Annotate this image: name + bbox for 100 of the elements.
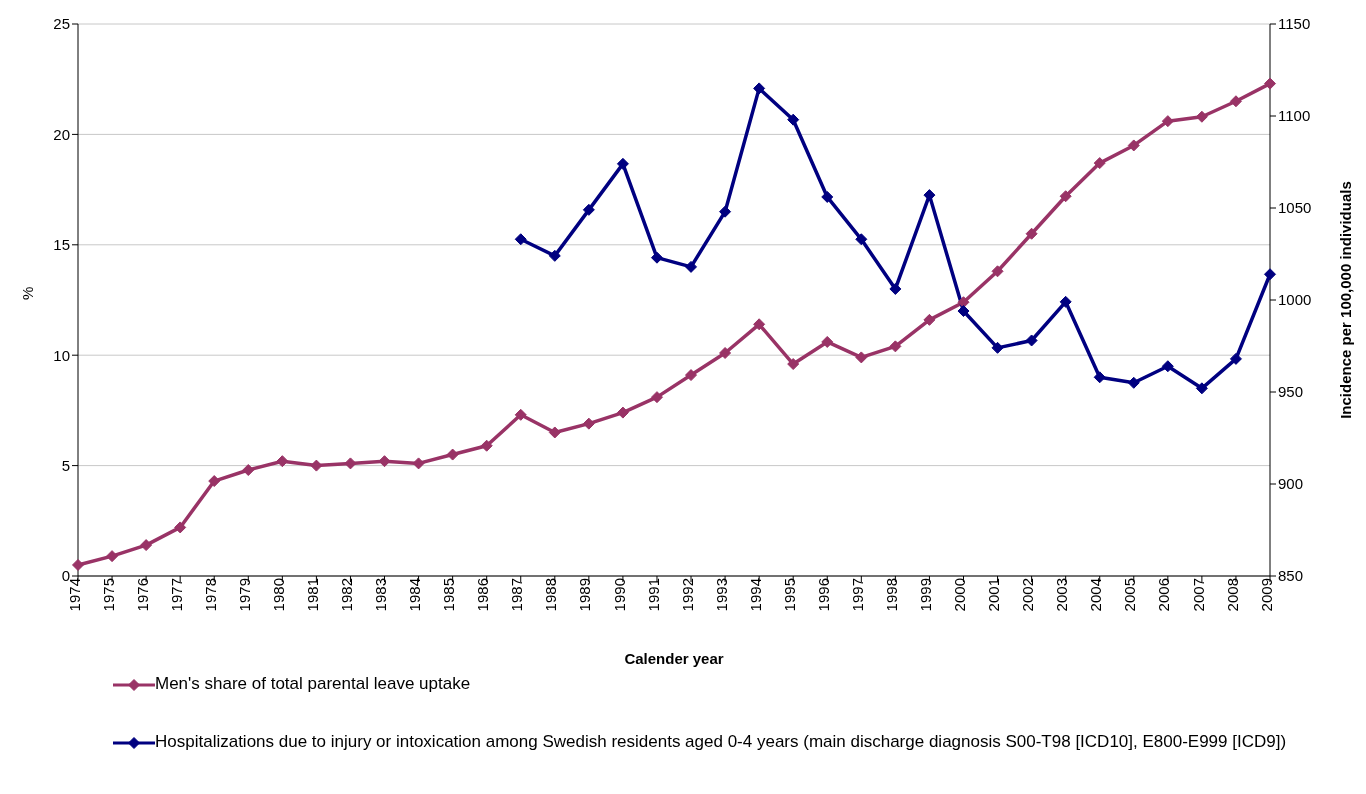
point	[685, 260, 698, 273]
x-tick-label: 1985	[440, 578, 458, 612]
legend-label: Men's share of total parental leave uptake	[155, 674, 471, 694]
y2-tick-label: 900	[1278, 475, 1304, 493]
y-tick-label: 20	[53, 125, 70, 143]
point	[821, 190, 834, 203]
point	[140, 539, 153, 552]
point	[753, 318, 766, 331]
point	[1264, 77, 1276, 90]
point	[174, 521, 187, 534]
point	[106, 550, 119, 563]
x-tick-label: 1986	[474, 578, 492, 612]
point	[1127, 376, 1140, 389]
point	[855, 351, 868, 364]
point	[446, 448, 459, 461]
point	[821, 335, 834, 348]
point	[889, 340, 902, 353]
point	[1127, 139, 1140, 152]
point	[1161, 115, 1174, 128]
x-tick-label: 1996	[814, 578, 832, 612]
point	[1059, 295, 1072, 308]
point	[1093, 157, 1106, 170]
x-tick-label: 1992	[678, 578, 696, 612]
x-tick-label: 1994	[746, 578, 764, 612]
x-tick-label: 1993	[712, 578, 730, 612]
point	[650, 391, 663, 404]
point	[1161, 360, 1174, 373]
x-tick-label: 2001	[985, 578, 1003, 612]
point	[548, 249, 561, 262]
point	[650, 251, 663, 264]
point	[855, 233, 868, 246]
x-tick-label: 2002	[1019, 578, 1037, 612]
point	[1059, 190, 1072, 203]
x-tick-label: 1984	[406, 578, 424, 612]
point	[514, 233, 527, 246]
y2-tick-label: 1000	[1278, 291, 1312, 309]
x-tick-label: 1982	[338, 578, 356, 612]
y2-tick-label: 950	[1278, 383, 1304, 401]
point	[582, 417, 595, 430]
point	[787, 358, 800, 371]
y-tick-label: 10	[53, 346, 70, 364]
point	[787, 113, 800, 126]
point	[616, 406, 629, 419]
x-tick-label: 2000	[951, 578, 969, 612]
x-tick-label: 2005	[1121, 578, 1139, 612]
point	[616, 157, 629, 170]
x-axis-title: Calender year	[624, 650, 724, 667]
point	[719, 205, 732, 218]
y-axis-title: %	[19, 286, 37, 300]
point	[685, 369, 698, 382]
x-tick-label: 2009	[1257, 578, 1275, 612]
x-tick-label: 1995	[780, 578, 798, 612]
point	[1229, 352, 1242, 365]
point	[957, 305, 970, 318]
point	[582, 203, 595, 216]
x-tick-label: 2007	[1189, 578, 1207, 612]
point	[548, 426, 561, 439]
y-tick-label: 15	[53, 236, 70, 254]
point	[1195, 382, 1208, 395]
y2-tick-label: 1100	[1278, 107, 1311, 125]
x-tick-label: 1989	[576, 578, 594, 612]
point	[1025, 334, 1038, 347]
point	[1025, 227, 1038, 240]
y-tick-label: 5	[61, 456, 70, 474]
y-tick-label: 25	[53, 15, 70, 33]
x-tick-label: 1991	[644, 578, 662, 612]
y2-tick-label: 1150	[1278, 15, 1311, 33]
point	[276, 455, 289, 468]
x-tick-label: 2008	[1223, 578, 1241, 612]
x-tick-label: 2004	[1087, 578, 1105, 612]
x-tick-label: 1998	[883, 578, 901, 612]
point	[514, 408, 527, 421]
point	[412, 457, 425, 470]
x-tick-label: 1977	[167, 578, 185, 612]
point	[1093, 371, 1106, 384]
x-tick-label: 1975	[99, 578, 117, 612]
point	[753, 82, 766, 95]
point	[719, 346, 732, 359]
point	[1229, 95, 1242, 108]
x-tick-label: 1979	[235, 578, 253, 612]
x-tick-label: 1987	[508, 578, 526, 612]
point	[991, 341, 1004, 354]
x-tick-label: 1997	[848, 578, 866, 612]
y2-axis-title: Incidence per 100,000 individuals	[1337, 181, 1355, 419]
x-tick-label: 1999	[917, 578, 935, 612]
x-tick-label: 1988	[542, 578, 560, 612]
point	[72, 558, 84, 571]
x-tick-label: 2003	[1053, 578, 1071, 612]
point	[923, 313, 936, 326]
x-tick-label: 1980	[269, 578, 287, 612]
y2-tick-label: 850	[1278, 567, 1304, 585]
point	[889, 282, 902, 295]
legend-label: Hospitalizations due to injury or intoxication among Swedish residents aged 0-4 years (main discharge diagnosis S00-T98 [ICD10], E800-E999 [ICD9])	[155, 732, 1287, 752]
x-tick-label: 1983	[372, 578, 390, 612]
x-tick-label: 2006	[1155, 578, 1173, 612]
x-tick-label: 1976	[133, 578, 151, 612]
y2-tick-label: 1050	[1278, 199, 1312, 217]
point	[991, 265, 1004, 278]
x-tick-label: 1978	[201, 578, 219, 612]
x-tick-label: 1990	[610, 578, 628, 612]
